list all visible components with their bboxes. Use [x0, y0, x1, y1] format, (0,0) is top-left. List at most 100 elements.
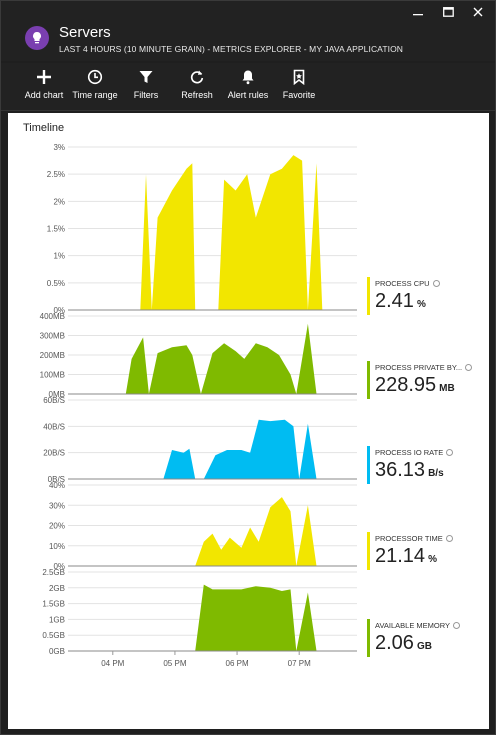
metric-card[interactable]: PROCESS CPU 2.41%	[367, 277, 487, 317]
timeline-title: Timeline	[23, 122, 65, 134]
chart-panel: 0GB 0.5GB 1GB 1.5GB 2GB 2.5GB	[42, 568, 357, 656]
metric-value: 21.14%	[375, 545, 437, 568]
metric-name: AVAILABLE MEMORY	[375, 621, 461, 630]
y-tick-label: 1.5%	[47, 225, 65, 234]
lightbulb-icon	[25, 26, 49, 50]
alert-rules-button[interactable]: Alert rules	[218, 69, 278, 100]
metric-name-text: PROCESS CPU	[375, 279, 430, 288]
info-icon[interactable]	[446, 448, 454, 456]
metric-name-text: AVAILABLE MEMORY	[375, 621, 451, 630]
y-tick-label: 1%	[53, 252, 65, 261]
info-icon[interactable]	[453, 621, 461, 629]
metric-value: 2.41%	[375, 290, 426, 313]
window-title: Servers	[59, 24, 111, 41]
series-area	[163, 419, 317, 479]
metric-value-number: 36.13	[375, 459, 426, 481]
metric-unit: GB	[416, 641, 432, 652]
minimize-icon[interactable]	[411, 5, 425, 19]
filter-icon	[139, 71, 153, 83]
metric-name: PROCESS CPU	[375, 279, 440, 288]
chart-panel: 0% 0.5% 1% 1.5% 2% 2.5% 3%	[47, 143, 357, 315]
metric-name: PROCESSOR TIME	[375, 534, 453, 543]
y-tick-label: 200MB	[40, 351, 65, 360]
add-chart-button[interactable]: Add chart	[14, 69, 74, 100]
metric-value-number: 2.41	[375, 290, 414, 312]
metric-name-text: PROCESSOR TIME	[375, 534, 443, 543]
y-tick-label: 20B/S	[43, 449, 65, 458]
y-tick-label: 3%	[53, 143, 65, 152]
y-tick-label: 300MB	[40, 332, 65, 341]
metric-name-text: PROCESS PRIVATE BY...	[375, 363, 463, 372]
y-tick-label: 2GB	[49, 584, 65, 593]
metric-value: 36.13 B/s	[375, 459, 444, 482]
metric-card[interactable]: PROCESSOR TIME 21.14%	[367, 532, 487, 572]
y-tick-label: 10%	[49, 542, 65, 551]
bell-icon	[242, 70, 254, 85]
metric-value-number: 21.14	[375, 545, 426, 567]
y-tick-label: 0.5GB	[42, 631, 65, 640]
plus-icon	[37, 70, 51, 84]
metric-color-bar	[367, 619, 370, 657]
x-axis: 04 PM 05 PM 06 PM 07 PM	[101, 651, 311, 668]
metric-value-number: 228.95	[375, 374, 437, 396]
y-tick-label: 1.5GB	[42, 600, 65, 609]
chart-panel: 0% 10% 20% 30% 40%	[49, 481, 357, 571]
y-tick-label: 0GB	[49, 647, 65, 656]
clock-icon	[87, 69, 103, 85]
y-tick-label: 0MB	[49, 390, 65, 399]
y-tick-label: 2.5GB	[42, 568, 65, 577]
metric-name: PROCESS PRIVATE BY...	[375, 363, 473, 372]
filters-button[interactable]: Filters	[116, 69, 176, 100]
chart-panel: 0B/S 20B/S 40B/S 60B/S	[43, 396, 357, 484]
metric-value: 228.95 MB	[375, 374, 455, 397]
metric-name-text: PROCESS IO RATE	[375, 448, 444, 457]
series-area	[125, 323, 317, 394]
metric-color-bar	[367, 361, 370, 399]
toolbar: Add chart Time range Filters Refresh Ale…	[1, 63, 495, 111]
maximize-icon[interactable]	[441, 5, 455, 19]
time-range-button[interactable]: Time range	[65, 69, 125, 100]
window-subtitle: LAST 4 HOURS (10 MINUTE GRAIN) - METRICS…	[59, 44, 404, 54]
y-tick-label: 2.5%	[47, 170, 65, 179]
series-area	[140, 155, 323, 310]
y-tick-label: 0.5%	[47, 279, 65, 288]
bookmark-icon	[293, 69, 305, 85]
title-bar: Servers LAST 4 HOURS (10 MINUTE GRAIN) -…	[1, 1, 495, 61]
metric-color-bar	[367, 446, 370, 484]
favorite-button[interactable]: Favorite	[269, 69, 329, 100]
metric-color-bar	[367, 532, 370, 570]
y-tick-label: 60B/S	[43, 396, 65, 405]
refresh-icon	[190, 70, 204, 84]
x-tick-label: 06 PM	[226, 659, 249, 668]
close-icon[interactable]	[471, 5, 485, 19]
y-tick-label: 20%	[49, 522, 65, 531]
x-tick-label: 07 PM	[288, 659, 311, 668]
metric-unit: MB	[439, 383, 455, 394]
info-icon[interactable]	[465, 363, 473, 371]
y-tick-label: 0%	[53, 306, 65, 315]
metric-value: 2.06 GB	[375, 632, 432, 655]
y-tick-label: 0%	[53, 562, 65, 571]
y-tick-label: 1GB	[49, 615, 65, 624]
metric-value-number: 2.06	[375, 632, 414, 654]
y-tick-label: 40B/S	[43, 422, 65, 431]
y-tick-label: 30%	[49, 501, 65, 510]
x-tick-label: 05 PM	[163, 659, 186, 668]
info-icon[interactable]	[445, 534, 453, 542]
x-tick-label: 04 PM	[101, 659, 124, 668]
metric-card[interactable]: PROCESS PRIVATE BY... 228.95 MB	[367, 361, 487, 401]
metric-unit: %	[428, 554, 437, 565]
series-area	[195, 584, 317, 651]
refresh-button[interactable]: Refresh	[167, 69, 227, 100]
metric-card[interactable]: PROCESS IO RATE 36.13 B/s	[367, 446, 487, 486]
metrics-content: Timeline 0% 0.5% 1% 1.5% 2% 2.5% 3% 0MB 100MB 200…	[8, 113, 489, 729]
timeline-charts: 0% 0.5% 1% 1.5% 2% 2.5% 3% 0MB 100MB 200MB 300MB 40…	[40, 143, 357, 668]
metric-card[interactable]: AVAILABLE MEMORY 2.06 GB	[367, 619, 487, 659]
metric-unit: B/s	[428, 468, 444, 479]
y-tick-label: 40%	[49, 481, 65, 490]
y-tick-label: 2%	[53, 197, 65, 206]
metric-name: PROCESS IO RATE	[375, 448, 454, 457]
info-icon[interactable]	[432, 279, 440, 287]
metric-unit: %	[416, 299, 426, 310]
